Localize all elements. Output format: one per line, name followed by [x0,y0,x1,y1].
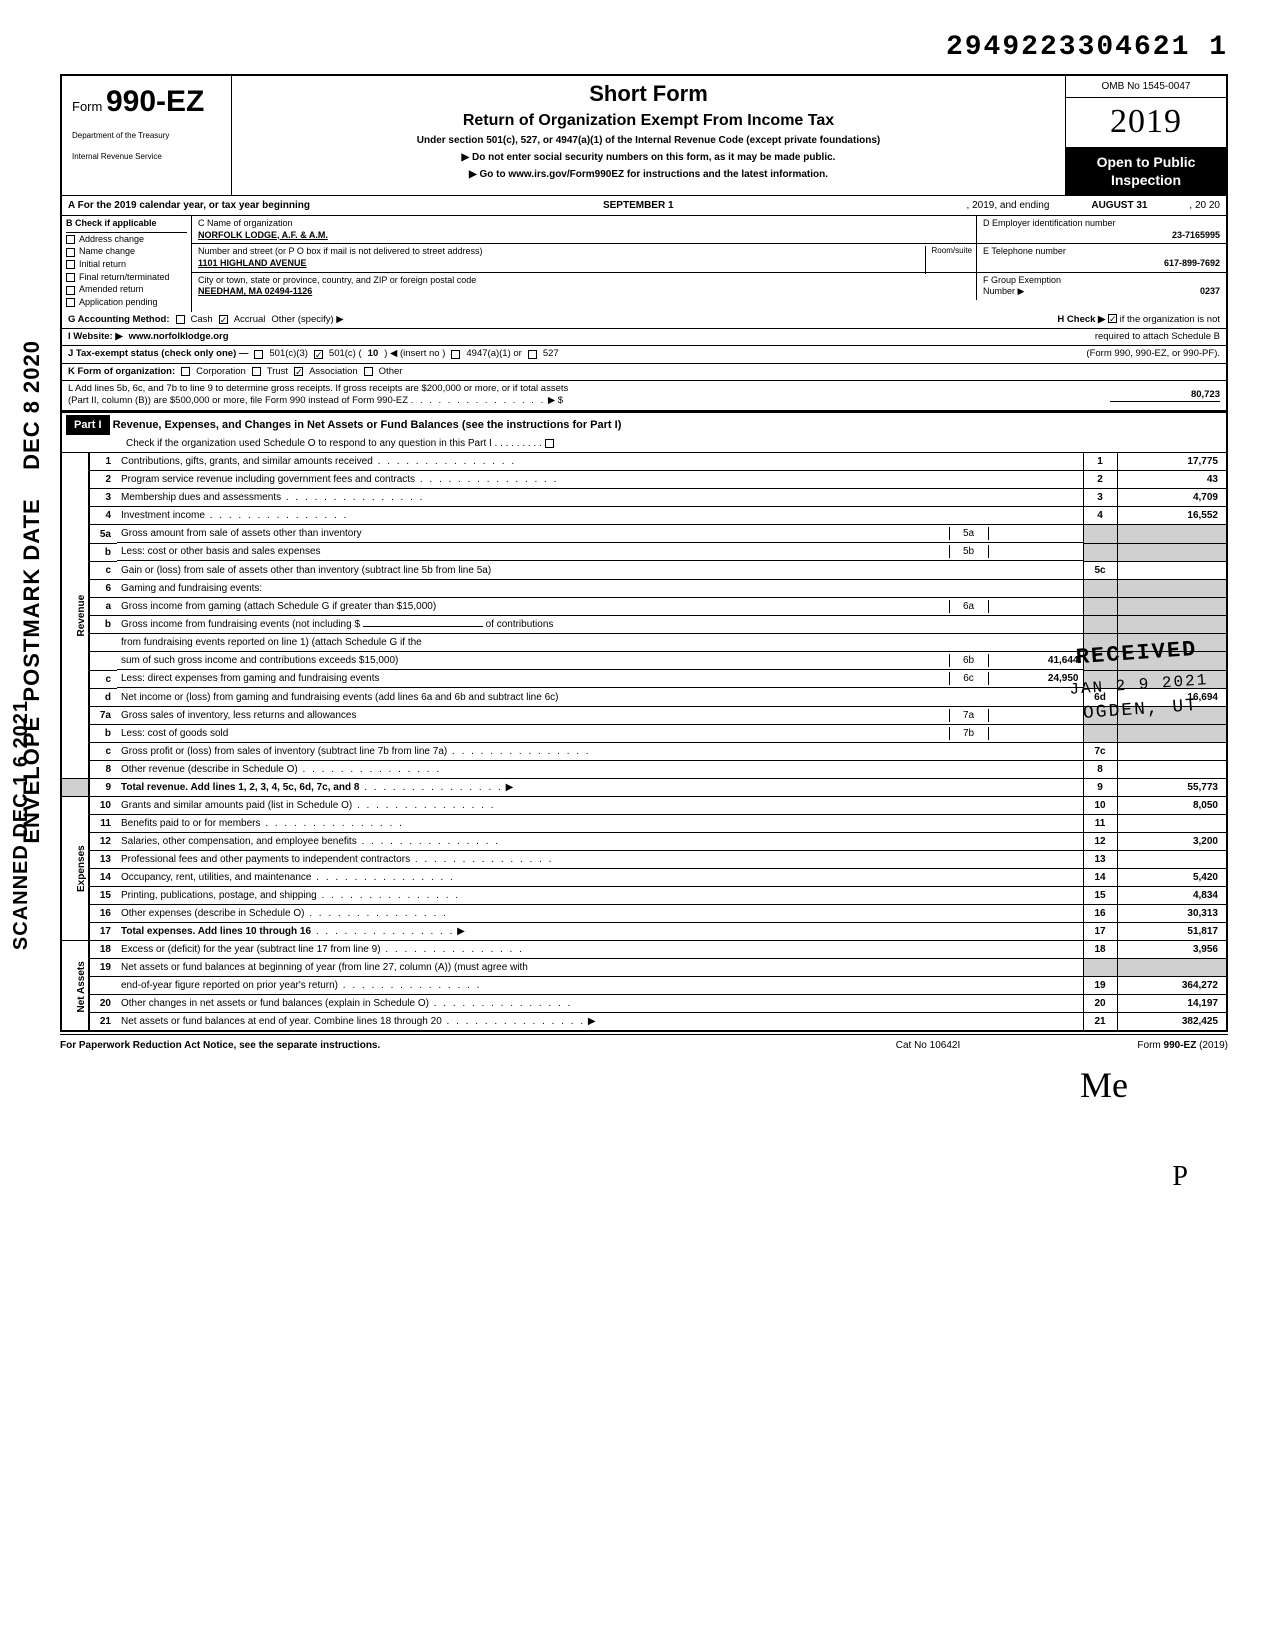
column-b-checkboxes: B Check if applicable Address change Nam… [62,216,192,312]
phone: 617-899-7692 [983,258,1220,270]
row-a-tax-year: A For the 2019 calendar year, or tax yea… [60,195,1228,216]
open-to-public: Open to PublicInspection [1066,147,1226,195]
dept-treasury: Department of the Treasury [72,131,221,141]
form-number: Form 990-EZ [72,82,221,121]
line-20-amt: 14,197 [1117,995,1227,1013]
title-return: Return of Organization Exempt From Incom… [240,111,1057,132]
chk-4947a1[interactable] [451,350,460,359]
omb-number: OMB No 1545-0047 [1066,76,1226,98]
row-l-gross-receipts: L Add lines 5b, 6c, and 7b to line 9 to … [60,381,1228,412]
org-city: NEEDHAM, MA 02494-1126 [198,286,970,298]
chk-assoc[interactable] [294,367,303,376]
line-17-amt: 51,817 [1117,923,1227,941]
gross-receipts-amount: 80,723 [1110,389,1220,402]
scanned-stamp: SCANNED DEC 1 6 2021 [8,700,34,950]
website: www.norfolklodge.org [129,331,229,343]
chk-initial-return[interactable] [66,260,75,269]
revenue-label: Revenue [61,453,89,779]
chk-cash[interactable] [176,315,185,324]
dept-irs: Internal Revenue Service [72,152,221,162]
ssn-warning: ▶ Do not enter social security numbers o… [240,151,1057,164]
form-header: Form 990-EZ Department of the Treasury I… [60,74,1228,195]
chk-corp[interactable] [181,367,190,376]
row-k-form-org: K Form of organization: Corporation Trus… [60,364,1228,381]
row-j-tax-exempt: J Tax-exempt status (check only one) — 5… [60,346,1228,363]
chk-trust[interactable] [252,367,261,376]
chk-schedule-o[interactable] [545,439,554,448]
line-15-amt: 4,834 [1117,887,1227,905]
line-1-amt: 17,775 [1117,453,1227,471]
chk-name-change[interactable] [66,248,75,257]
line-3-amt: 4,709 [1117,489,1227,507]
chk-accrual[interactable] [219,315,228,324]
line-6c-amt: 24,950 [989,672,1079,685]
subtitle: Under section 501(c), 527, or 4947(a)(1)… [240,134,1057,147]
signature-initials: Me [60,1052,1228,1109]
group-exemption: 0237 [1200,286,1220,298]
ein: 23-7165995 [983,230,1220,242]
chk-final-return[interactable] [66,273,75,282]
org-name: NORFOLK LODGE, A.F. & A.M. [198,230,970,242]
part-1-header: Part I Revenue, Expenses, and Changes in… [60,412,1228,453]
dln-number: 2949223304621 1 [60,30,1228,66]
line-6d-amt: 16,694 [1117,688,1227,706]
info-grid: B Check if applicable Address change Nam… [60,216,1228,312]
tax-year: 2019 [1066,98,1226,146]
line-14-amt: 5,420 [1117,869,1227,887]
chk-amended[interactable] [66,286,75,295]
line-9-amt: 55,773 [1117,779,1227,797]
chk-address-change[interactable] [66,235,75,244]
part-1-table: Revenue 1Contributions, gifts, grants, a… [60,453,1228,1032]
expenses-label: Expenses [61,797,89,941]
row-i-website: I Website: ▶ www.norfolklodge.org requir… [60,329,1228,346]
line-2-amt: 43 [1117,471,1227,489]
line-21-amt: 382,425 [1117,1013,1227,1032]
net-assets-label: Net Assets [61,941,89,1032]
chk-501c[interactable] [314,350,323,359]
instructions-link: ▶ Go to www.irs.gov/Form990EZ for instru… [240,168,1057,181]
chk-schedule-b-not-required[interactable] [1108,314,1117,323]
line-4-amt: 16,552 [1117,507,1227,525]
line-19-amt: 364,272 [1117,977,1227,995]
chk-other-org[interactable] [364,367,373,376]
title-short-form: Short Form [240,80,1057,109]
line-16-amt: 30,313 [1117,905,1227,923]
line-10-amt: 8,050 [1117,797,1227,815]
row-g-accounting: G Accounting Method: Cash Accrual Other … [60,312,1228,329]
org-address: 1101 HIGHLAND AVENUE [198,258,970,270]
line-18-amt: 3,956 [1117,941,1227,959]
column-c-org-info: C Name of organization NORFOLK LODGE, A.… [192,216,976,312]
chk-527[interactable] [528,350,537,359]
page-marker-p: P [60,1109,1228,1195]
chk-501c3[interactable] [254,350,263,359]
chk-app-pending[interactable] [66,298,75,307]
line-6b-amt: 41,644 [989,654,1079,667]
page-footer: For Paperwork Reduction Act Notice, see … [60,1034,1228,1052]
column-d-numbers: D Employer identification number23-71659… [976,216,1226,312]
line-12-amt: 3,200 [1117,833,1227,851]
